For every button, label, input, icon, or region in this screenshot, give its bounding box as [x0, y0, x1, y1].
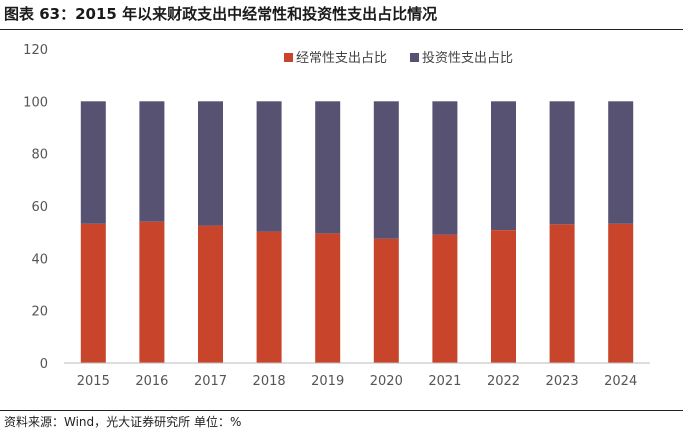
x-tick-label: 2015	[77, 374, 110, 389]
y-tick-label: 0	[40, 357, 48, 372]
legend-swatch-current	[284, 53, 293, 62]
x-tick-label: 2023	[546, 374, 579, 389]
x-tick-label: 2021	[428, 374, 461, 389]
x-tick-label: 2019	[311, 374, 344, 389]
bar-investment-2023	[549, 101, 575, 225]
x-tick-label: 2016	[135, 374, 168, 389]
bar-investment-2017	[198, 101, 223, 226]
chart-legend: 经常性支出占比 投资性支出占比	[284, 50, 513, 66]
bar-investment-2018	[256, 101, 282, 232]
bar-investment-2021	[432, 101, 458, 235]
legend-swatch-investment	[410, 53, 419, 62]
bar-investment-2024	[608, 101, 634, 224]
x-tick-label: 2020	[370, 374, 403, 389]
bar-current-2019	[315, 233, 341, 363]
y-axis-ticks: 0 20 40 60 80 100 120	[23, 43, 48, 372]
bar-current-2022	[491, 230, 516, 363]
x-axis-ticks: 2015 2016 2017 2018 2019 2020 2021 2022 2023 2024	[77, 374, 637, 389]
bar-current-2016	[139, 221, 165, 363]
x-tick-label: 2024	[604, 374, 637, 389]
stacked-bar-chart: 经常性支出占比 投资性支出占比 0 20 40 60 80 100 120 2015 2016…	[23, 43, 650, 389]
x-tick-label: 2017	[194, 374, 227, 389]
bar-current-2015	[80, 223, 106, 363]
bar-current-2021	[432, 234, 458, 363]
bar-investment-2020	[373, 101, 399, 239]
bar-current-2023	[549, 224, 575, 363]
footer-divider	[0, 410, 683, 411]
bar-current-2020	[373, 238, 399, 363]
y-tick-label: 100	[23, 95, 48, 110]
x-tick-label: 2018	[253, 374, 286, 389]
bar-investment-2015	[80, 101, 106, 224]
x-tick-label: 2022	[487, 374, 520, 389]
y-tick-label: 40	[31, 252, 48, 267]
bar-current-2017	[198, 225, 223, 363]
bar-current-2024	[608, 223, 634, 363]
y-tick-label: 60	[31, 200, 48, 215]
bar-investment-2019	[315, 101, 341, 234]
legend-label-investment: 投资性支出占比	[422, 50, 513, 66]
y-tick-label: 80	[31, 148, 48, 163]
bar-current-2018	[256, 231, 282, 363]
bar-layer	[80, 101, 634, 363]
title-divider	[0, 29, 683, 30]
bar-investment-2022	[491, 101, 516, 230]
y-tick-label: 120	[23, 43, 48, 58]
source-note: 资料来源：Wind，光大证券研究所 单位：%	[4, 415, 242, 429]
bar-investment-2016	[139, 101, 165, 222]
chart-title: 图表 63：2015 年以来财政支出中经常性和投资性支出占比情况	[4, 5, 438, 23]
legend-label-current: 经常性支出占比	[296, 51, 387, 66]
y-tick-label: 20	[31, 305, 48, 320]
